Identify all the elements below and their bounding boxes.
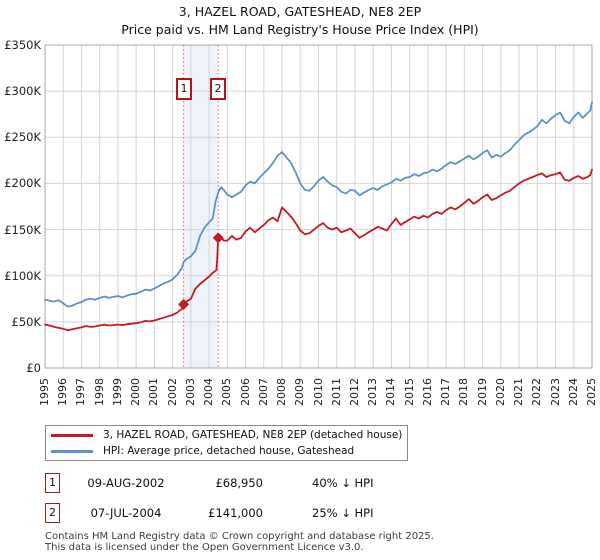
x-axis-tick-label: 2002 [165, 378, 179, 406]
license-footer-line2: This data is licensed under the Open Gov… [45, 542, 364, 553]
x-axis-tick-label: 2010 [311, 378, 325, 406]
x-axis-tick-label: 2017 [439, 378, 453, 406]
x-axis-tick-label: 2004 [202, 378, 216, 406]
x-axis-tick-label: 2013 [366, 378, 380, 406]
sale-1-hpi-delta: 40% ↓ HPI [312, 476, 374, 490]
x-axis-tick-label: 2014 [384, 378, 398, 406]
sale-point-marker[interactable] [212, 232, 224, 244]
x-axis-tick-label: 2021 [512, 378, 526, 406]
x-axis-tick-label: 2025 [585, 378, 598, 406]
y-axis-tick-label: £350K [4, 38, 41, 52]
sale-flag-1[interactable]: 1 [176, 78, 192, 100]
sale-1-date: 09-AUG-2002 [87, 476, 165, 490]
x-axis-tick-label: 2023 [548, 378, 562, 406]
x-axis-tick-label: 2022 [530, 378, 544, 406]
x-axis-tick-label: 2024 [566, 378, 580, 406]
legend-row-property: 3, HAZEL ROAD, GATESHEAD, NE8 2EP (detac… [46, 427, 407, 443]
x-axis-tick-label: 2016 [420, 378, 434, 406]
sale-point-marker[interactable] [178, 298, 190, 310]
x-axis-tick-label: 2019 [475, 378, 489, 406]
plot-border [44, 44, 593, 369]
hpi-line-swatch [51, 449, 93, 453]
property-price-line [44, 168, 593, 332]
sale-row-2: 2 07-JUL-2004 £141,000 25% ↓ HPI [45, 503, 585, 524]
x-axis-tick-label: 1999 [110, 378, 124, 406]
legend: 3, HAZEL ROAD, GATESHEAD, NE8 2EP (detac… [45, 425, 408, 461]
legend-label-hpi: HPI: Average price, detached house, Gate… [103, 445, 355, 457]
y-axis-tick-label: £200K [4, 176, 41, 191]
x-axis-tick-label: 2003 [183, 378, 197, 406]
sale-row-1: 1 09-AUG-2002 £68,950 40% ↓ HPI [45, 473, 585, 494]
x-axis-tick-label: 2006 [238, 378, 252, 406]
x-axis-tick-label: 2012 [347, 378, 361, 406]
x-axis-tick-label: 2020 [493, 378, 507, 406]
x-axis-tick-label: 1997 [74, 378, 88, 406]
x-axis-tick-label: 2007 [256, 378, 270, 406]
license-footer: Contains HM Land Registry data © Crown c… [45, 531, 585, 553]
legend-row-hpi: HPI: Average price, detached house, Gate… [46, 443, 407, 459]
x-axis-tick-label: 1998 [92, 378, 106, 406]
legend-label-property: 3, HAZEL ROAD, GATESHEAD, NE8 2EP (detac… [103, 429, 403, 441]
hpi-line [44, 101, 593, 308]
x-axis-tick-label: 1996 [56, 378, 70, 406]
y-axis-tick-label: £0 [26, 361, 41, 375]
page-title: 3, HAZEL ROAD, GATESHEAD, NE8 2EP [178, 4, 422, 19]
x-axis-tick-label: 2015 [402, 378, 416, 406]
sale-1-price: £68,950 [215, 476, 263, 490]
x-axis-tick-label: 2008 [275, 378, 289, 406]
x-axis-tick-label: 2000 [129, 378, 143, 406]
y-axis-tick-label: £250K [4, 130, 41, 145]
page-subtitle: Price paid vs. HM Land Registry's House … [121, 22, 479, 37]
sale-2-date: 07-JUL-2004 [90, 506, 162, 520]
x-axis-tick-label: 1995 [38, 378, 51, 406]
sale-1-number-badge: 1 [45, 473, 60, 493]
sale-2-hpi-delta: 25% ↓ HPI [312, 506, 374, 520]
sale-flag-2[interactable]: 2 [210, 78, 226, 100]
y-axis-tick-label: £300K [4, 84, 41, 99]
x-axis-tick-label: 2018 [457, 378, 471, 406]
property-line-swatch [51, 433, 93, 437]
y-axis-tick-label: £50K [11, 314, 42, 329]
sale-2-number-badge: 2 [45, 503, 60, 523]
x-axis-tick-label: 2005 [220, 378, 234, 406]
x-axis-tick-label: 2009 [293, 378, 307, 406]
x-axis-tick-label: 2011 [329, 378, 343, 406]
sale-2-price: £141,000 [208, 506, 263, 520]
y-axis-tick-label: £150K [4, 222, 41, 237]
price-history-chart [44, 44, 593, 369]
license-footer-line1: Contains HM Land Registry data © Crown c… [45, 531, 434, 542]
y-axis-tick-label: £100K [4, 268, 41, 283]
x-axis-tick-label: 2001 [147, 378, 161, 406]
